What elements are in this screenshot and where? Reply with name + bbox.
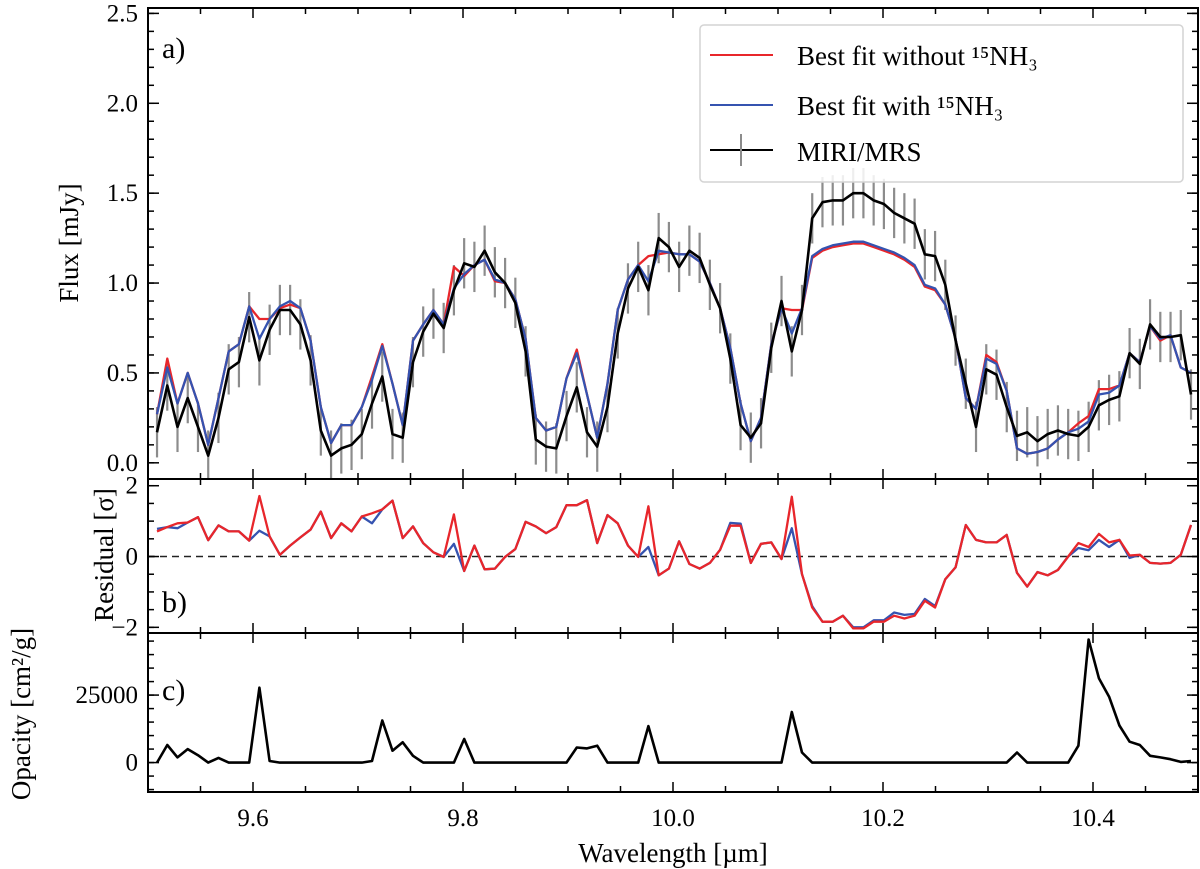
legend-label-with: Best fit with ¹⁵NH₃ xyxy=(797,91,1003,121)
plot-area xyxy=(155,167,1193,479)
y-tick-label: 0.5 xyxy=(107,360,138,387)
y-axis-label-opacity: Opacity [cm²/g] xyxy=(6,628,36,800)
panel-b: −2 0 2 xyxy=(111,473,1199,641)
legend-frame xyxy=(699,24,1184,183)
panel-b-label: b) xyxy=(162,586,187,619)
series-line-best-fit-without-nh- xyxy=(156,494,1193,630)
y-tick-label: 1.0 xyxy=(107,270,138,297)
legend: Best fit without ¹⁵NH₃ Best fit with ¹⁵N… xyxy=(699,24,1184,183)
x-axis-label: Wavelength [µm] xyxy=(578,838,768,868)
series-line-miri-mrs xyxy=(155,191,1193,457)
y-tick-label: 1.5 xyxy=(107,180,138,207)
panel-c-label: c) xyxy=(162,674,185,707)
series-line-opacity xyxy=(155,638,1192,764)
y-tick-label: 2 xyxy=(126,473,139,500)
series-line-best-fit-with-nh- xyxy=(156,499,1193,629)
panel-frame xyxy=(147,632,1199,793)
x-tick-label: 10.4 xyxy=(1071,805,1115,832)
x-tick-label: 9.8 xyxy=(447,805,478,832)
panel-a-label: a) xyxy=(162,32,185,65)
x-tick-label: 10.0 xyxy=(651,805,695,832)
y-tick-label: 0 xyxy=(126,544,139,571)
panel-a: 0.0 0.5 1.0 1.5 2.0 2.5 xyxy=(107,0,1199,480)
legend-label-without: Best fit without ¹⁵NH₃ xyxy=(797,41,1038,71)
plot-layer: 0.0 0.5 1.0 1.5 2.0 2.5 −2 0 2 0 25000 9.6 9.8 10.0 10… xyxy=(76,0,1199,832)
x-tick-label: 10.2 xyxy=(861,805,905,832)
y-tick-label: −2 xyxy=(111,614,138,641)
y-tick-label: 2.5 xyxy=(107,0,138,27)
plot-area xyxy=(155,638,1192,764)
series-line-best-fit-with-nh- xyxy=(155,240,1192,455)
y-axis-label-flux: Flux [mJy] xyxy=(54,183,84,302)
x-tick-label: 9.6 xyxy=(237,805,268,832)
legend-label-miri: MIRI/MRS xyxy=(797,137,922,167)
y-axis-label-residual: Residual [σ] xyxy=(89,488,119,622)
y-tick-label: 0.0 xyxy=(107,450,138,477)
plot-area xyxy=(148,494,1198,630)
y-tick-label: 0 xyxy=(126,750,139,777)
y-tick-label: 2.0 xyxy=(107,90,138,117)
panel-c: 0 25000 xyxy=(76,632,1199,793)
y-tick-label: 25000 xyxy=(76,682,139,709)
